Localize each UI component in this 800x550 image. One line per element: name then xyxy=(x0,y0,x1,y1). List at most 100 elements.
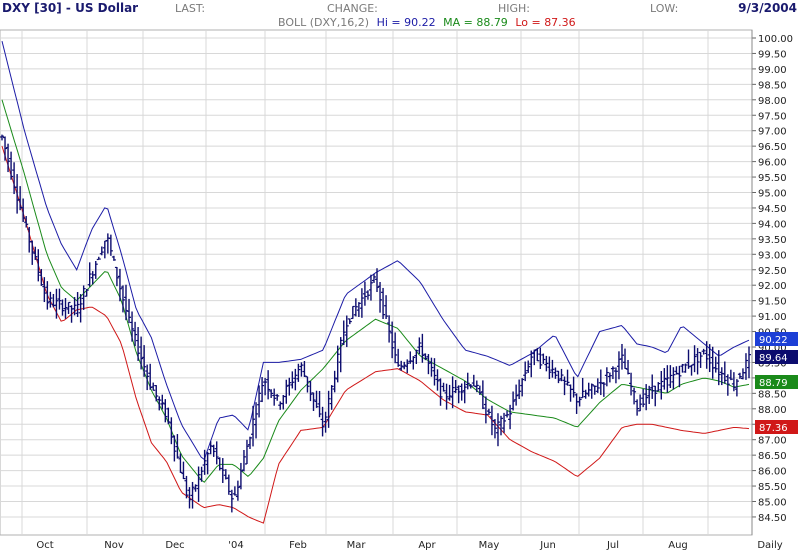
price-bar xyxy=(650,374,655,399)
price-bar xyxy=(169,417,174,445)
x-tick-label: Jul xyxy=(606,540,619,550)
low-label: LOW: xyxy=(650,2,678,15)
price-bar xyxy=(60,299,65,316)
price-bar xyxy=(275,394,280,401)
price-bar xyxy=(344,315,349,348)
price-bar xyxy=(157,396,162,411)
price-bar xyxy=(142,345,147,377)
price-bar xyxy=(538,347,543,369)
price-bar xyxy=(489,405,494,436)
price-bar xyxy=(211,444,216,457)
x-tick-label: May xyxy=(479,540,500,550)
y-tick-label: 96.50 xyxy=(758,142,787,153)
price-bar xyxy=(75,292,80,317)
price-bar xyxy=(486,408,491,415)
x-tick-label: Apr xyxy=(418,540,436,550)
price-bar xyxy=(387,315,392,343)
price-bar xyxy=(24,216,29,228)
price-bar xyxy=(247,436,252,449)
y-tick-label: 86.00 xyxy=(758,467,787,478)
price-bar xyxy=(734,379,739,397)
price-bar xyxy=(420,333,425,363)
price-bar xyxy=(641,388,646,408)
price-bar xyxy=(347,318,352,325)
price-bar xyxy=(737,372,742,379)
price-bar xyxy=(701,348,706,355)
price-bar xyxy=(21,198,26,222)
y-tick-label: 99.50 xyxy=(758,49,787,60)
price-bar xyxy=(350,305,355,320)
price-bar xyxy=(644,384,649,411)
price-bar xyxy=(384,295,389,320)
x-tick-label: '04 xyxy=(228,540,243,550)
legend-lo: Lo = 87.36 xyxy=(515,16,575,29)
price-bar xyxy=(99,246,104,256)
price-bar xyxy=(320,406,325,437)
price-bar xyxy=(502,412,507,433)
y-tick-label: 88.00 xyxy=(758,405,787,416)
price-bar xyxy=(456,385,461,404)
price-bar xyxy=(438,378,443,406)
price-bar xyxy=(592,385,597,395)
price-bar xyxy=(695,348,700,375)
price-bar xyxy=(254,402,259,439)
last-label: LAST: xyxy=(175,2,205,15)
price-bar xyxy=(619,343,624,370)
y-tick-label: 92.50 xyxy=(758,266,787,277)
price-bar xyxy=(544,355,549,372)
price-bar xyxy=(172,435,177,462)
y-tick-label: 99.00 xyxy=(758,65,787,76)
y-tick-label: 93.00 xyxy=(758,250,787,261)
price-bar xyxy=(526,360,531,373)
price-bar xyxy=(598,369,603,396)
change-label: CHANGE: xyxy=(327,2,378,15)
price-bar xyxy=(432,358,437,386)
legend-prefix: BOLL (DXY,16,2) xyxy=(278,16,369,29)
price-bar xyxy=(39,268,44,286)
price-bar xyxy=(607,372,612,383)
price-bar xyxy=(402,361,407,370)
price-bar xyxy=(332,370,337,393)
price-bar xyxy=(72,297,77,316)
x-tick-label: Daily xyxy=(757,540,782,550)
y-tick-label: 84.50 xyxy=(758,513,787,524)
price-bar xyxy=(559,368,564,382)
price-bar xyxy=(296,363,301,382)
legend-hi: Hi = 90.22 xyxy=(377,16,436,29)
price-bar xyxy=(659,371,664,400)
price-bar xyxy=(314,390,319,408)
price-bar xyxy=(589,383,594,399)
price-bar xyxy=(154,385,159,402)
price-bar xyxy=(151,382,156,391)
price-bar xyxy=(499,415,504,436)
price-bar xyxy=(81,285,86,310)
price-bar xyxy=(375,268,380,293)
price-bar xyxy=(0,134,4,141)
price-bar xyxy=(722,361,727,384)
price-bar xyxy=(492,419,497,439)
price-bar xyxy=(139,336,144,370)
price-bar xyxy=(284,379,289,404)
price-bar xyxy=(57,288,62,310)
price-bar xyxy=(417,337,422,355)
price-bar xyxy=(257,385,262,418)
y-tick-label: 97.00 xyxy=(758,127,787,138)
price-bar xyxy=(290,371,295,389)
price-bar xyxy=(317,390,322,418)
price-bar xyxy=(595,378,600,393)
price-bar xyxy=(269,389,274,398)
y-tick-label: 85.50 xyxy=(758,482,787,493)
price-bar xyxy=(390,321,395,359)
price-bar xyxy=(423,353,428,361)
ma-value-box-text: 88.79 xyxy=(759,378,788,389)
price-bar xyxy=(251,405,256,447)
price-bar xyxy=(580,377,585,399)
price-bar xyxy=(453,379,458,393)
price-bar xyxy=(692,345,697,373)
price-bar xyxy=(450,376,455,409)
price-bar xyxy=(263,377,268,396)
price-bar xyxy=(166,407,171,425)
price-bar xyxy=(163,399,168,423)
price-bar xyxy=(178,453,183,473)
price-bar xyxy=(480,380,485,410)
